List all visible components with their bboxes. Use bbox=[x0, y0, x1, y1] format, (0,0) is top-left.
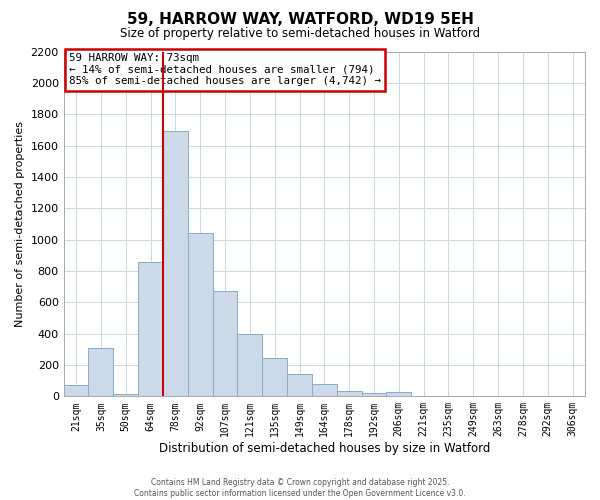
Bar bbox=[138, 262, 163, 396]
Bar bbox=[188, 234, 212, 396]
Bar bbox=[262, 358, 287, 397]
Text: Size of property relative to semi-detached houses in Watford: Size of property relative to semi-detach… bbox=[120, 28, 480, 40]
Bar bbox=[312, 384, 337, 396]
Bar bbox=[337, 391, 362, 396]
Bar bbox=[88, 348, 113, 397]
Text: Contains HM Land Registry data © Crown copyright and database right 2025.
Contai: Contains HM Land Registry data © Crown c… bbox=[134, 478, 466, 498]
Text: 59 HARROW WAY: 73sqm
← 14% of semi-detached houses are smaller (794)
85% of semi: 59 HARROW WAY: 73sqm ← 14% of semi-detac… bbox=[69, 53, 381, 86]
X-axis label: Distribution of semi-detached houses by size in Watford: Distribution of semi-detached houses by … bbox=[158, 442, 490, 455]
Bar bbox=[386, 392, 411, 396]
Bar bbox=[64, 386, 88, 396]
Text: 59, HARROW WAY, WATFORD, WD19 5EH: 59, HARROW WAY, WATFORD, WD19 5EH bbox=[127, 12, 473, 28]
Bar bbox=[287, 374, 312, 396]
Bar bbox=[362, 393, 386, 396]
Bar bbox=[113, 394, 138, 396]
Bar bbox=[212, 292, 238, 397]
Bar bbox=[238, 334, 262, 396]
Y-axis label: Number of semi-detached properties: Number of semi-detached properties bbox=[15, 121, 25, 327]
Bar bbox=[163, 132, 188, 396]
